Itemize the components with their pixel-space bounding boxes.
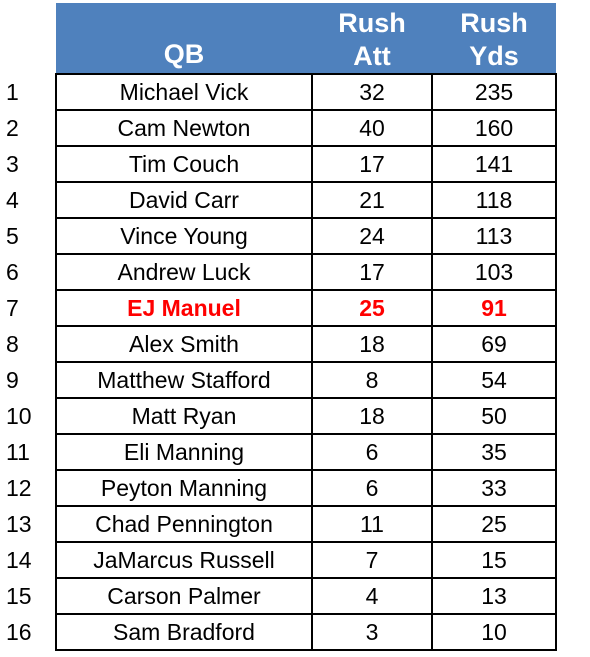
- rush-att-cell: 3: [311, 613, 433, 651]
- rush-att-cell: 4: [311, 577, 433, 615]
- rank-cell: 9: [6, 366, 19, 393]
- rank-header: [0, 3, 56, 74]
- rush-att-cell: 25: [311, 289, 433, 327]
- rush-yds-cell: 15: [431, 541, 557, 579]
- qb-name-cell: Tim Couch: [55, 145, 313, 183]
- table-row: 16 Sam Bradford 3 10: [0, 613, 557, 651]
- rush-yds-cell: 35: [431, 433, 557, 471]
- rush-att-cell: 21: [311, 181, 433, 219]
- rush-att-cell: 40: [311, 109, 433, 147]
- qb-name-cell: Matthew Stafford: [55, 361, 313, 399]
- rush-att-header-line2: Att: [353, 41, 391, 71]
- table-row: 7 EJ Manuel 25 91: [0, 289, 557, 327]
- rush-yds-header-line2: Yds: [469, 41, 519, 71]
- rush-att-cell: 17: [311, 145, 433, 183]
- qb-name-cell: Cam Newton: [55, 109, 313, 147]
- rush-att-cell: 7: [311, 541, 433, 579]
- rush-yds-cell: 33: [431, 469, 557, 507]
- rush-yds-cell: 141: [431, 145, 557, 183]
- qb-name-cell: Chad Pennington: [55, 505, 313, 543]
- rank-cell: 2: [6, 114, 19, 141]
- rush-att-cell: 18: [311, 325, 433, 363]
- rush-yds-cell: 91: [431, 289, 557, 327]
- qb-name-cell: Carson Palmer: [55, 577, 313, 615]
- qb-name-cell: Andrew Luck: [55, 253, 313, 291]
- qb-name-cell: Michael Vick: [55, 73, 313, 111]
- rank-cell: 16: [6, 618, 32, 645]
- table-row: 15 Carson Palmer 4 13: [0, 577, 557, 615]
- table-body: 1 Michael Vick 32 235 2 Cam Newton 40 160 3 Tim C…: [0, 73, 557, 651]
- rush-att-header: Rush Att: [312, 3, 432, 74]
- rush-att-cell: 32: [311, 73, 433, 111]
- table-row: 14 JaMarcus Russell 7 15: [0, 541, 557, 579]
- rush-yds-cell: 10: [431, 613, 557, 651]
- rush-att-cell: 8: [311, 361, 433, 399]
- rank-cell: 4: [6, 186, 19, 213]
- rush-yds-cell: 113: [431, 217, 557, 255]
- qb-rushing-table: QB Rush Att Rush Yds 1 Michael Vick 32 235 2…: [0, 3, 557, 651]
- table-row: 10 Matt Ryan 18 50: [0, 397, 557, 435]
- table-row: 9 Matthew Stafford 8 54: [0, 361, 557, 399]
- qb-name-cell: Sam Bradford: [55, 613, 313, 651]
- rush-yds-header: Rush Yds: [432, 3, 556, 74]
- rank-cell: 5: [6, 222, 19, 249]
- rush-yds-cell: 235: [431, 73, 557, 111]
- rank-cell: 14: [6, 546, 32, 573]
- table-row: 13 Chad Pennington 11 25: [0, 505, 557, 543]
- qb-name-cell: EJ Manuel: [55, 289, 313, 327]
- qb-header-label: QB: [163, 39, 205, 69]
- rush-yds-cell: 103: [431, 253, 557, 291]
- rush-att-cell: 17: [311, 253, 433, 291]
- rush-yds-cell: 13: [431, 577, 557, 615]
- rush-yds-cell: 50: [431, 397, 557, 435]
- rushing-table-container: QB Rush Att Rush Yds 1 Michael Vick 32 235 2…: [0, 3, 557, 651]
- qb-header: QB: [56, 3, 312, 74]
- rush-yds-header-line1: Rush: [460, 8, 528, 38]
- rush-att-cell: 6: [311, 433, 433, 471]
- qb-name-cell: David Carr: [55, 181, 313, 219]
- qb-name-cell: Vince Young: [55, 217, 313, 255]
- rush-att-cell: 11: [311, 505, 433, 543]
- rush-att-cell: 24: [311, 217, 433, 255]
- table-row: 5 Vince Young 24 113: [0, 217, 557, 255]
- qb-name-cell: Eli Manning: [55, 433, 313, 471]
- rank-cell: 8: [6, 330, 19, 357]
- rank-cell: 6: [6, 258, 19, 285]
- rush-yds-cell: 54: [431, 361, 557, 399]
- qb-name-cell: Matt Ryan: [55, 397, 313, 435]
- rank-cell: 10: [6, 402, 32, 429]
- rank-cell: 3: [6, 150, 19, 177]
- rush-yds-cell: 118: [431, 181, 557, 219]
- table-row: 8 Alex Smith 18 69: [0, 325, 557, 363]
- rank-cell: 15: [6, 582, 32, 609]
- rush-att-cell: 18: [311, 397, 433, 435]
- rush-att-header-line1: Rush: [338, 8, 406, 38]
- qb-name-cell: Alex Smith: [55, 325, 313, 363]
- rush-yds-cell: 160: [431, 109, 557, 147]
- table-row: 1 Michael Vick 32 235: [0, 73, 557, 111]
- table-row: 12 Peyton Manning 6 33: [0, 469, 557, 507]
- table-row: 2 Cam Newton 40 160: [0, 109, 557, 147]
- table-row: 6 Andrew Luck 17 103: [0, 253, 557, 291]
- rank-cell: 12: [6, 474, 32, 501]
- rank-cell: 1: [6, 78, 19, 105]
- table-row: 4 David Carr 21 118: [0, 181, 557, 219]
- table-row: 11 Eli Manning 6 35: [0, 433, 557, 471]
- qb-name-cell: Peyton Manning: [55, 469, 313, 507]
- rank-cell: 7: [6, 294, 19, 321]
- rank-cell: 11: [6, 438, 30, 465]
- header-row: QB Rush Att Rush Yds: [0, 3, 556, 74]
- rush-yds-cell: 69: [431, 325, 557, 363]
- rush-att-cell: 6: [311, 469, 433, 507]
- table-row: 3 Tim Couch 17 141: [0, 145, 557, 183]
- qb-name-cell: JaMarcus Russell: [55, 541, 313, 579]
- rush-yds-cell: 25: [431, 505, 557, 543]
- rank-cell: 13: [6, 510, 32, 537]
